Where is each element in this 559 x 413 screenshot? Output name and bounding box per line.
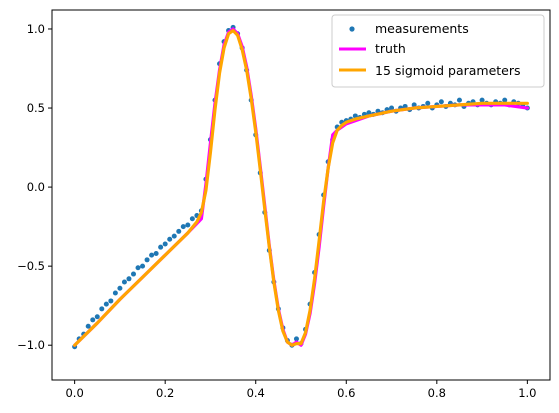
legend-box bbox=[331, 14, 545, 88]
measurement-point bbox=[167, 236, 173, 242]
measurement-point bbox=[135, 265, 141, 271]
legend-measurements-label: measurements bbox=[375, 21, 469, 36]
measurement-point bbox=[121, 279, 127, 285]
measurement-point bbox=[189, 216, 195, 222]
measurement-point bbox=[90, 317, 96, 323]
measurement-point bbox=[176, 228, 182, 234]
measurement-point bbox=[112, 290, 118, 296]
measurement-point bbox=[140, 263, 146, 269]
legend: measurements truth 15 sigmoid parameters bbox=[331, 14, 545, 88]
measurement-point bbox=[479, 97, 485, 103]
measurement-point bbox=[130, 271, 136, 277]
measurement-point bbox=[103, 301, 109, 307]
measurement-point bbox=[126, 276, 132, 282]
x-tick-label: 1.0 bbox=[518, 386, 536, 400]
measurement-point bbox=[425, 100, 431, 106]
measurement-point bbox=[389, 105, 395, 111]
measurement-point bbox=[411, 102, 417, 108]
y-tick-label: 0.0 bbox=[27, 180, 45, 194]
measurement-point bbox=[456, 97, 462, 103]
legend-measurements-marker bbox=[349, 26, 355, 32]
legend-truth-label: truth bbox=[375, 41, 406, 56]
legend-sigmoid-label: 15 sigmoid parameters bbox=[375, 63, 521, 78]
x-tick-label: 0.6 bbox=[337, 386, 355, 400]
y-tick-label: −1.0 bbox=[17, 338, 45, 352]
measurement-point bbox=[144, 257, 150, 263]
measurement-point bbox=[158, 244, 164, 250]
y-tick-label: −0.5 bbox=[17, 259, 45, 273]
measurement-point bbox=[185, 222, 191, 228]
plot-frame bbox=[51, 9, 551, 381]
y-tick-label: 0.5 bbox=[27, 101, 45, 115]
measurement-point bbox=[117, 285, 123, 291]
measurement-point bbox=[162, 241, 168, 247]
x-tick-label: 0.4 bbox=[247, 386, 265, 400]
measurement-point bbox=[180, 224, 186, 230]
x-tick-label: 0.0 bbox=[65, 386, 83, 400]
measurement-point bbox=[94, 314, 100, 320]
sigmoid-fit-line bbox=[73, 28, 529, 347]
measurement-point bbox=[502, 97, 508, 103]
measurement-point bbox=[171, 233, 177, 239]
measurement-point bbox=[153, 251, 159, 256]
line-layer bbox=[73, 27, 529, 347]
y-axis: −1.0 −0.5 0.0 0.5 1.0 bbox=[17, 22, 52, 352]
measurement-point bbox=[99, 306, 105, 312]
measurement-point bbox=[85, 323, 91, 329]
measurement-point bbox=[366, 110, 372, 116]
x-tick-label: 0.2 bbox=[156, 386, 174, 400]
measurement-point bbox=[149, 252, 155, 258]
measurement-point bbox=[293, 336, 299, 342]
x-tick-label: 0.8 bbox=[428, 386, 446, 400]
measurement-point bbox=[108, 298, 114, 304]
measurement-point bbox=[438, 99, 444, 105]
y-tick-label: 1.0 bbox=[27, 22, 45, 36]
x-axis: 0.0 0.2 0.4 0.6 0.8 1.0 bbox=[65, 380, 537, 400]
